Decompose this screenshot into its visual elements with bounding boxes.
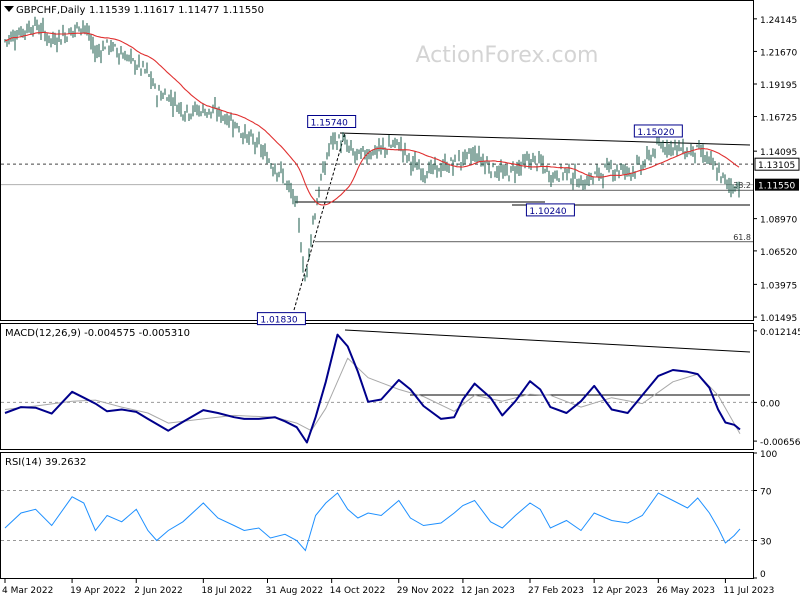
x-tick-label: 31 Aug 2022 bbox=[266, 586, 324, 596]
x-tick-label: 18 Jul 2022 bbox=[201, 586, 252, 596]
rsi-title: RSI(14) 39.2632 bbox=[5, 457, 86, 468]
price-tick-label: 1.14095 bbox=[760, 148, 797, 158]
moving-average-line bbox=[4, 31, 740, 206]
x-tick-label: 12 Jan 2023 bbox=[461, 586, 515, 596]
rsi-lines bbox=[4, 492, 741, 552]
level-label-box bbox=[754, 157, 800, 171]
price-tick-label: 1.21670 bbox=[760, 48, 797, 58]
rsi-axis: 100 70 30 0 bbox=[753, 450, 777, 580]
macd-tick-label: 0.00 bbox=[760, 399, 780, 409]
current-price-label: 1.11550 bbox=[758, 182, 795, 192]
current-price-box bbox=[755, 178, 799, 191]
price-tick-label: 1.24145 bbox=[760, 16, 797, 26]
rsi-tick-label: 70 bbox=[760, 488, 772, 498]
macd-axis: 0.012145 0.00 -0.00656 bbox=[753, 328, 800, 448]
x-tick-label: 12 Apr 2023 bbox=[592, 586, 648, 596]
price-annotation-box bbox=[307, 114, 357, 128]
rsi-tick-label: 0 bbox=[760, 570, 766, 580]
price-tick-label: 1.08970 bbox=[760, 216, 797, 226]
price-annotation-box bbox=[525, 203, 575, 217]
fibonacci-lines: 38.2 61.8 bbox=[315, 181, 753, 243]
price-panel-frame bbox=[0, 0, 754, 321]
collapse-triangle-icon[interactable] bbox=[4, 6, 14, 12]
price-annotation-label: 1.01830 bbox=[260, 316, 297, 326]
price-tick-label: 1.19195 bbox=[760, 81, 797, 91]
macd-line bbox=[4, 333, 741, 444]
macd-lines bbox=[4, 333, 741, 444]
macd-tick-label: 0.012145 bbox=[760, 328, 800, 338]
fib-label: 38.2 bbox=[733, 181, 751, 190]
price-annotation-label: 1.10240 bbox=[529, 207, 566, 217]
upper-trendline bbox=[339, 132, 751, 146]
price-tick-label: 1.01495 bbox=[760, 314, 797, 324]
rsi-tick-label: 30 bbox=[760, 538, 772, 548]
rsi-tick-label: 100 bbox=[760, 450, 777, 460]
x-tick-label: 19 Apr 2022 bbox=[70, 586, 126, 596]
x-tick-label: 11 Jul 2023 bbox=[723, 586, 774, 596]
price-annotations: 1.15740 1.01830 1.15020 1.10240 bbox=[256, 114, 683, 326]
rsi-panel-frame bbox=[0, 452, 754, 579]
price-grid bbox=[1, 163, 753, 186]
price-axis: 1.24145 1.21670 1.19195 1.16725 1.14095 1.089… bbox=[753, 16, 800, 324]
x-tick-label: 27 Feb 2023 bbox=[528, 586, 584, 596]
price-annotation-label: 1.15020 bbox=[637, 128, 674, 138]
x-tick-label: 2 Jun 2022 bbox=[134, 586, 182, 596]
symbol-label: GBPCHF,Daily bbox=[16, 5, 85, 16]
macd-title: MACD(12,26,9) -0.004575 -0.005310 bbox=[5, 328, 190, 339]
price-tick-label: 1.03975 bbox=[760, 281, 797, 291]
price-tick-label: 1.16725 bbox=[760, 114, 797, 124]
rsi-line bbox=[4, 492, 741, 552]
moving-average bbox=[4, 31, 740, 206]
macd-panel-frame bbox=[0, 323, 754, 450]
rise-dashed-line bbox=[293, 132, 346, 311]
x-tick-label: 4 Mar 2022 bbox=[2, 586, 53, 596]
price-annotation-box bbox=[633, 124, 683, 138]
x-tick-label: 14 Oct 2022 bbox=[330, 586, 386, 596]
watermark: ActionForex.com bbox=[416, 43, 599, 68]
price-tick-label: 1.06520 bbox=[760, 248, 797, 258]
macd-upper-trendline bbox=[344, 329, 751, 353]
x-tick-label: 29 Nov 2022 bbox=[397, 586, 455, 596]
level-label: 1.13105 bbox=[758, 161, 795, 171]
rsi-grid bbox=[1, 490, 753, 541]
fib-label: 61.8 bbox=[733, 233, 751, 242]
x-tick-label: 26 May 2023 bbox=[656, 586, 715, 596]
x-axis: 4 Mar 2022 19 Apr 2022 2 Jun 2022 18 Jul 20… bbox=[2, 579, 774, 596]
macd-signal-line bbox=[4, 357, 741, 434]
ohlc-label: 1.11539 1.11617 1.11477 1.11550 bbox=[89, 5, 264, 16]
macd-tick-label: -0.00656 bbox=[760, 438, 800, 448]
price-annotation-box bbox=[256, 312, 306, 326]
price-annotation-label: 1.15740 bbox=[311, 118, 348, 128]
